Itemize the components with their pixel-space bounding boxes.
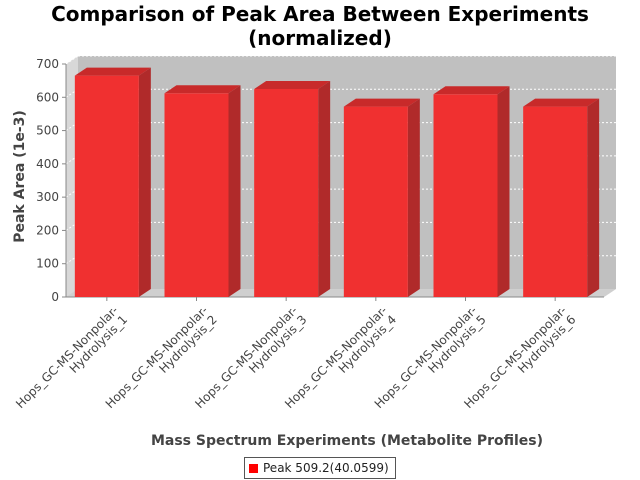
- bar-side: [228, 85, 241, 297]
- bar-3: [254, 80, 331, 297]
- bar-front: [164, 93, 229, 297]
- bar-side: [497, 86, 510, 297]
- bar-side: [138, 67, 151, 298]
- legend-label: Peak 509.2(40.0599): [263, 461, 389, 475]
- bar-front: [254, 88, 319, 297]
- bar-top: [523, 98, 600, 107]
- y-tick-label: 200: [36, 223, 59, 237]
- bar-6: [523, 98, 600, 297]
- y-tick-label: 400: [36, 157, 59, 171]
- bar-front: [433, 94, 498, 297]
- chart-title-line-2: (normalized): [248, 26, 392, 50]
- y-tick-label: 100: [36, 257, 59, 271]
- y-tick-label: 0: [51, 290, 59, 304]
- bars: [74, 67, 600, 298]
- axes: [62, 63, 604, 301]
- bar-top: [343, 98, 420, 107]
- gridline-diag: [65, 55, 79, 65]
- chart-title-line-1: Comparison of Peak Area Between Experime…: [51, 2, 589, 26]
- bar-top: [74, 67, 151, 76]
- bar-side: [587, 98, 600, 297]
- y-tick-label: 700: [36, 57, 59, 71]
- y-tick-label: 500: [36, 124, 59, 138]
- bar-front: [523, 106, 588, 297]
- bar-top: [164, 85, 241, 94]
- bar-front: [343, 106, 408, 297]
- y-tick-label: 300: [36, 190, 59, 204]
- y-tick-label: 600: [36, 90, 59, 104]
- legend-swatch: [249, 463, 258, 473]
- legend: Peak 509.2(40.0599): [244, 457, 396, 479]
- bar-side: [318, 80, 331, 297]
- x-tick-labels: Hops_GC-MS-Nonpolar-Hydrolysis_1Hops_GC-…: [13, 303, 578, 411]
- chart-title: Comparison of Peak Area Between Experime…: [0, 2, 640, 50]
- y-axis-title: Peak Area (1e-3): [12, 110, 28, 243]
- bar-4: [343, 98, 420, 297]
- bar-5: [433, 86, 510, 297]
- bar-top: [433, 86, 510, 95]
- bar-1: [74, 67, 151, 298]
- x-axis-title: Mass Spectrum Experiments (Metabolite Pr…: [151, 433, 543, 449]
- bar-front: [74, 75, 139, 298]
- bar-side: [407, 98, 420, 297]
- bar-2: [164, 85, 241, 297]
- y-tick-labels: 0 100 200 300 400 500 600 700: [36, 57, 59, 304]
- bar-top: [254, 80, 331, 89]
